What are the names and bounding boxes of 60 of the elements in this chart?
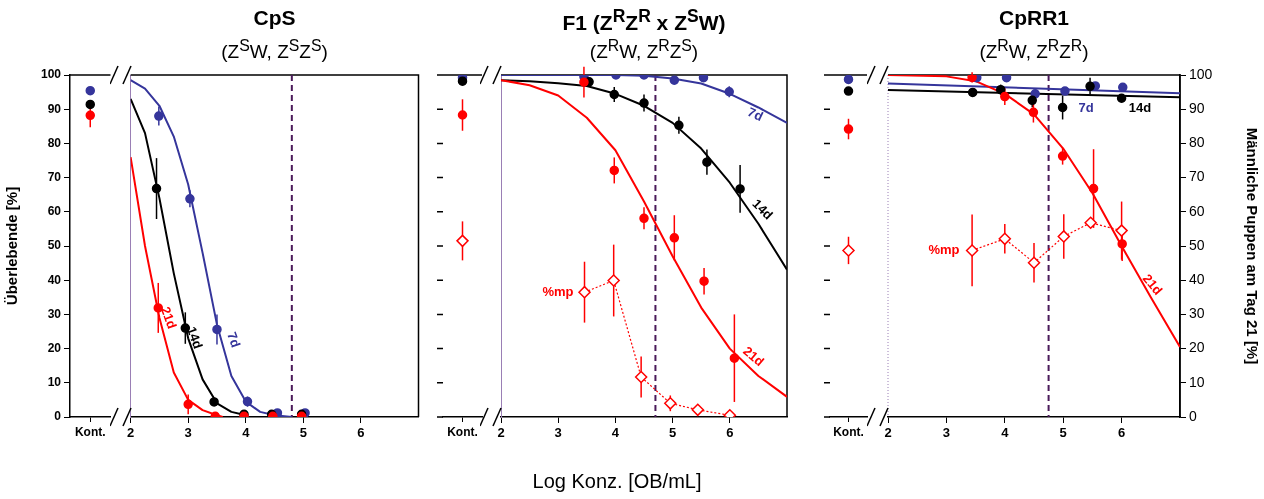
x-tick-label: 5 (1059, 425, 1067, 441)
y-tick-label: 30 (1189, 305, 1205, 322)
series-label: %mp (542, 283, 574, 299)
text: 14d (749, 196, 776, 223)
y-axis-title: Überlebende [%] (3, 186, 21, 306)
x-tick-label: 5 (299, 425, 307, 441)
series-label: 7d (1078, 99, 1094, 115)
x-tick-label: 4 (242, 425, 251, 441)
y-tick-label: 90 (47, 101, 62, 116)
y-tick-label: 10 (1189, 373, 1205, 390)
x-tick-label: 3 (942, 425, 951, 441)
text: 21d (1139, 271, 1166, 298)
x-tick-label: Kont. (447, 424, 478, 439)
x-axis-title: Log Konz. [OB/mL] (532, 470, 702, 493)
x-tick-label: 4 (611, 425, 620, 441)
y-tick-label: 80 (1189, 134, 1205, 151)
chart-title: F1 (Z$^{R}$Z$^{R}$ x Z$^{S}$W) (562, 6, 726, 35)
x-tick-label: 5 (668, 425, 677, 441)
x-tick-label: 2 (127, 425, 135, 441)
text: 14d (183, 324, 206, 351)
y-tick-label: 90 (1189, 100, 1205, 117)
x-tick-label: 6 (726, 425, 734, 441)
y-tick-label: 50 (1189, 236, 1205, 253)
y-tick-label: 80 (47, 135, 62, 150)
y-tick-label: 20 (1189, 339, 1205, 356)
y-tick-label: 100 (40, 67, 62, 82)
text: 21d (157, 304, 180, 331)
y-tick-label: 0 (1189, 407, 1197, 424)
x-tick-label: 6 (357, 425, 365, 441)
y-tick-label: 50 (47, 238, 62, 253)
y-tick-label: 40 (47, 272, 62, 287)
y-tick-label: 70 (47, 169, 62, 184)
x-tick-label: 3 (554, 425, 562, 441)
text: 21d (740, 343, 768, 370)
x-tick-label: 3 (184, 425, 192, 441)
chart-title: CpRR1 (998, 6, 1070, 30)
y-tick-label: 0 (54, 409, 62, 424)
x-tick-label: 4 (1001, 425, 1010, 441)
x-tick-label: 2 (884, 425, 892, 441)
x-tick-label: Kont. (833, 424, 864, 439)
series-label: 14d (1128, 99, 1152, 115)
text: 7d (745, 104, 766, 125)
x-tick-label: 2 (497, 425, 505, 441)
y-tick-label: 20 (47, 340, 62, 355)
y-tick-label: 60 (1189, 202, 1205, 219)
chart-subtitle: (Z$^{R}$W, Z$^{R}$Z$^{S}$) (589, 37, 699, 64)
y-tick-label: 70 (1189, 168, 1205, 185)
chart-title: CpS (253, 6, 296, 30)
y-tick-label: 10 (47, 375, 62, 390)
x-tick-label: 6 (1117, 425, 1126, 441)
chart-subtitle: (Z$^{S}$W, Z$^{S}$Z$^{S}$) (221, 37, 328, 64)
y2-axis-title: Männliche Puppen am Tag 21 [%] (1243, 127, 1261, 365)
series-label: %mp (928, 241, 960, 257)
y-tick-label: 40 (1189, 271, 1205, 288)
chart-subtitle: (Z$^{R}$W, Z$^{R}$Z$^{R}$) (979, 37, 1089, 64)
x-tick-label: Kont. (74, 424, 106, 439)
y-tick-label: 30 (47, 306, 62, 321)
y-tick-label: 100 (1189, 65, 1213, 82)
y-tick-label: 60 (47, 204, 62, 219)
text: 7d (224, 329, 244, 350)
